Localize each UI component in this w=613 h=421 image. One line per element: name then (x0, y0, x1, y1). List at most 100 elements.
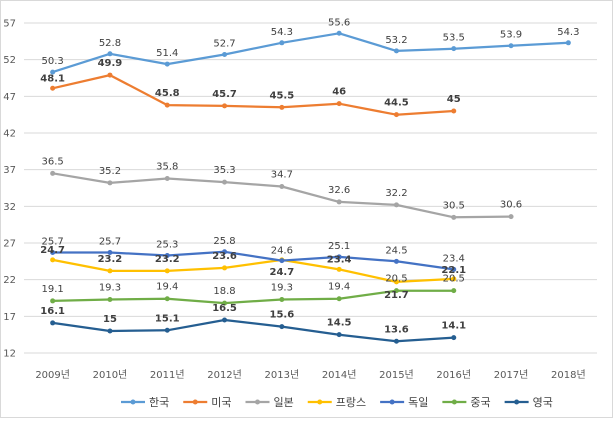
x-tick-label: 2016년 (436, 369, 471, 381)
data-label: 51.4 (156, 48, 178, 59)
data-label: 23.4 (327, 254, 352, 265)
data-point (222, 317, 228, 323)
series-line-영국 (52, 318, 454, 343)
data-point (50, 85, 56, 91)
data-label: 52.7 (213, 39, 235, 50)
y-tick-label: 12 (3, 349, 16, 360)
data-label: 14.5 (327, 318, 352, 329)
data-label: 45.7 (212, 89, 237, 100)
data-label: 25.1 (328, 241, 350, 252)
data-point (393, 279, 399, 285)
data-point (222, 52, 228, 58)
y-tick-label: 57 (3, 19, 16, 30)
x-tick-label: 2014년 (322, 369, 357, 381)
data-point (164, 268, 170, 274)
data-point (336, 254, 342, 260)
data-point (508, 214, 514, 220)
data-label: 46 (332, 87, 346, 98)
data-label: 25.8 (213, 236, 235, 247)
y-tick-label: 17 (3, 312, 16, 323)
series-lines (50, 30, 571, 344)
data-point (107, 51, 113, 57)
data-label: 24.5 (385, 245, 407, 256)
data-point (279, 258, 285, 264)
data-label: 53.9 (500, 30, 522, 41)
legend-marker (192, 399, 198, 405)
legend: 한국 미국 일본 프랑스 독일 중국 영국 (121, 395, 553, 409)
data-label: 14.1 (441, 321, 466, 332)
legend-marker (255, 399, 260, 405)
data-point (451, 214, 457, 220)
data-point (107, 250, 113, 256)
data-point (336, 101, 342, 107)
legend-label: 한국 (149, 396, 169, 409)
data-point (393, 288, 399, 294)
data-label: 45 (447, 94, 461, 105)
legend-marker (130, 399, 136, 405)
data-label: 54.3 (557, 27, 579, 38)
data-point (508, 43, 514, 49)
data-label: 25.7 (99, 237, 121, 248)
legend-marker (514, 399, 520, 405)
legend-item-일본: 일본 (245, 395, 294, 409)
data-point (451, 276, 457, 282)
y-tick-label: 27 (3, 239, 16, 250)
legend-item-미국: 미국 (183, 396, 232, 409)
data-point (222, 249, 228, 255)
legend-label: 프랑스 (336, 396, 366, 409)
data-label: 30.6 (500, 200, 522, 211)
data-point (336, 30, 342, 36)
data-point (279, 324, 285, 330)
data-point (451, 46, 457, 52)
legend-label: 일본 (274, 395, 294, 409)
data-label: 19.3 (99, 282, 121, 293)
data-label: 55.6 (328, 17, 350, 28)
data-label: 22.1 (441, 265, 466, 276)
data-point (107, 268, 113, 274)
data-label: 23.2 (155, 254, 180, 265)
data-label: 19.4 (328, 282, 350, 293)
data-label: 49.9 (98, 58, 123, 69)
series-line-미국 (52, 73, 454, 116)
data-point (50, 250, 56, 256)
data-label: 54.3 (271, 27, 293, 38)
data-label: 35.3 (213, 165, 235, 176)
data-label: 20.5 (385, 274, 407, 285)
x-tick-label: 2015년 (379, 369, 414, 381)
data-label: 23.4 (443, 253, 465, 264)
gridlines (24, 22, 597, 354)
data-point (393, 48, 399, 54)
data-point (565, 40, 571, 46)
data-label: 23.6 (212, 251, 237, 262)
data-point (451, 108, 457, 114)
x-tick-label: 2009년 (35, 369, 70, 381)
data-label: 52.8 (99, 38, 121, 49)
legend-item-독일: 독일 (380, 395, 428, 409)
data-point (164, 61, 170, 67)
data-point (107, 72, 113, 78)
series-line-한국 (52, 32, 569, 74)
data-label: 24.7 (40, 245, 65, 256)
data-label: 23.2 (98, 254, 123, 265)
data-point (279, 104, 285, 110)
data-label: 20.5 (443, 274, 465, 285)
data-point (393, 202, 399, 208)
data-point (50, 257, 56, 263)
x-tick-label: 2017년 (494, 369, 529, 381)
data-point (336, 199, 342, 205)
series-line-프랑스 (52, 258, 454, 284)
legend-item-영국: 영국 (504, 396, 553, 409)
data-label: 35.2 (99, 166, 121, 177)
data-point (279, 296, 285, 302)
data-point (336, 296, 342, 302)
data-point (164, 327, 170, 333)
data-labels: 50.3 52.8 51.4 52.7 54.3 55.6 53.2 53.5 53.9 54.3… (40, 17, 579, 335)
data-label: 15.1 (155, 313, 180, 324)
data-label: 13.6 (384, 324, 409, 335)
legend-label: 중국 (470, 396, 490, 409)
data-point (222, 103, 228, 109)
data-label: 36.5 (42, 156, 64, 167)
data-point (50, 298, 56, 304)
series-line-중국 (52, 289, 454, 305)
